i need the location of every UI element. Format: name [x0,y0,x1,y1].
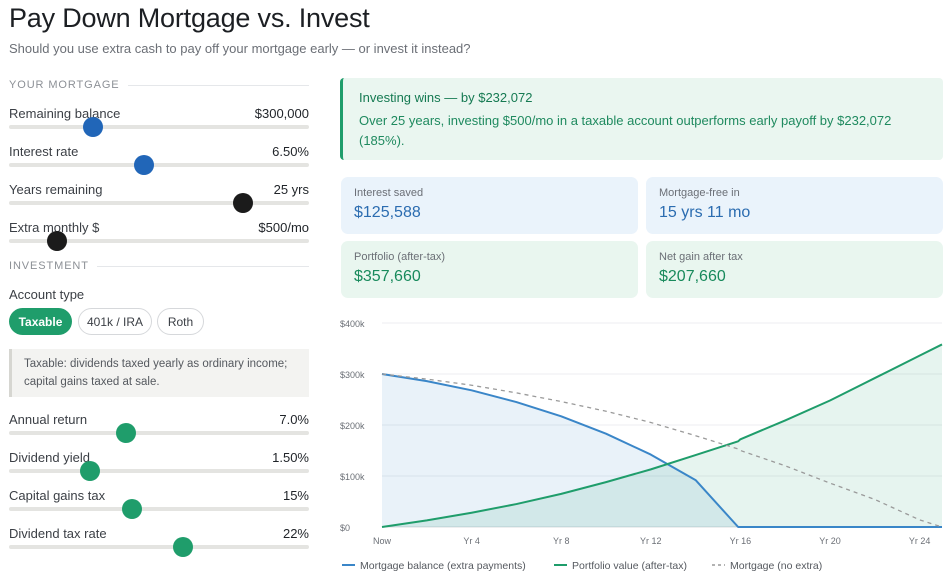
legend-label: Mortgage (no extra) [730,560,822,572]
slider-label: Capital gains tax [9,488,106,503]
x-tick-label: Yr 4 [463,536,480,546]
remaining-balance-slider[interactable]: Remaining balance $300,000 [9,106,309,144]
slider-value: $300,000 [254,106,309,121]
x-tick-label: Yr 20 [819,536,841,546]
portfolio-after-tax-card: Portfolio (after-tax) $357,660 [341,241,638,298]
legend-label: Mortgage balance (extra payments) [360,560,526,572]
y-tick-label: $0 [340,523,350,533]
series-line [381,373,943,528]
account-type-401k-ira-button[interactable]: 401k / IRA [78,308,152,335]
stat-value: 15 yrs 11 mo [659,204,751,221]
slider-track[interactable] [9,431,309,435]
y-tick-label: $300k [340,370,365,380]
slider-value: $500/mo [258,220,309,235]
slider-value: 6.50% [272,144,309,159]
mortgage-free-card: Mortgage-free in 15 yrs 11 mo [646,177,943,234]
slider-label: Dividend yield [9,450,90,465]
page-title: Pay Down Mortgage vs. Invest [9,3,370,33]
y-tick-label: $200k [340,421,365,431]
net-gain-card: Net gain after tax $207,660 [646,241,943,298]
interest-rate-slider[interactable]: Interest rate 6.50% [9,144,309,182]
series-area [382,374,942,527]
y-tick-label: $400k [340,319,365,329]
account-type-taxable-button[interactable]: Taxable [9,308,72,335]
slider-thumb[interactable] [122,499,142,519]
slider-thumb[interactable] [83,117,103,137]
series-area [382,344,942,527]
slider-thumb[interactable] [116,423,136,443]
series-line [381,373,942,528]
x-tick-label: Yr 16 [730,536,752,546]
stat-label: Mortgage-free in [659,187,740,199]
slider-thumb[interactable] [233,193,253,213]
slider-track[interactable] [9,163,309,167]
slider-thumb[interactable] [173,537,193,557]
slider-value: 22% [282,526,309,541]
stat-value: $357,660 [354,268,421,285]
x-tick-label: Yr 8 [553,536,570,546]
capital-gains-tax-slider[interactable]: Capital gains tax 15% [9,488,309,526]
series-line [381,343,943,528]
slider-value: 1.50% [272,450,309,465]
slider-value: 25 yrs [273,182,309,197]
annual-return-slider[interactable]: Annual return 7.0% [9,412,309,450]
stat-label: Net gain after tax [659,251,743,263]
interest-saved-card: Interest saved $125,588 [341,177,638,234]
slider-thumb[interactable] [134,155,154,175]
dividend-tax-rate-slider[interactable]: Dividend tax rate 22% [9,526,309,564]
result-banner: Investing wins — by $232,072 Over 25 yea… [340,78,943,160]
slider-label: Years remaining [9,182,103,197]
projection-chart: $0 $100k $200k $300k $400k Now Yr 4 Yr 8 Yr 12 Yr… [340,319,943,572]
stat-label: Interest saved [354,187,424,199]
slider-track[interactable] [9,545,309,549]
slider-thumb[interactable] [80,461,100,481]
slider-label: Dividend tax rate [9,526,107,541]
slider-thumb[interactable] [47,231,67,251]
slider-track[interactable] [9,239,309,243]
slider-label: Annual return [9,412,88,427]
slider-label: Interest rate [9,144,79,159]
result-title: Investing wins — by $232,072 [359,90,533,105]
stat-value: $125,588 [354,204,421,221]
x-tick-label: Now [373,536,392,546]
stat-value: $207,660 [659,268,726,285]
slider-track[interactable] [9,507,309,511]
result-text: Over 25 years, investing $500/mo in a ta… [359,113,892,148]
stat-label: Portfolio (after-tax) [354,251,446,263]
slider-value: 7.0% [279,412,309,427]
x-tick-label: Yr 24 [909,536,931,546]
account-type-roth-button[interactable]: Roth [157,308,204,335]
slider-track[interactable] [9,125,309,129]
y-tick-label: $100k [340,472,365,482]
x-tick-label: Yr 12 [640,536,662,546]
slider-label: Remaining balance [9,106,121,121]
extra-monthly-slider[interactable]: Extra monthly $ $500/mo [9,220,309,258]
years-remaining-slider[interactable]: Years remaining 25 yrs [9,182,309,220]
investment-section-heading: INVESTMENT [9,259,309,273]
account-type-note: Taxable: dividends taxed yearly as ordin… [9,349,309,397]
legend-label: Portfolio value (after-tax) [572,560,687,572]
slider-track[interactable] [9,469,309,473]
slider-track[interactable] [9,201,309,205]
account-type-label: Account type [9,287,85,302]
slider-label: Extra monthly $ [9,220,100,235]
page-subtitle: Should you use extra cash to pay off you… [9,41,471,56]
dividend-yield-slider[interactable]: Dividend yield 1.50% [9,450,309,488]
mortgage-section-heading: YOUR MORTGAGE [9,78,309,92]
slider-value: 15% [282,488,309,503]
